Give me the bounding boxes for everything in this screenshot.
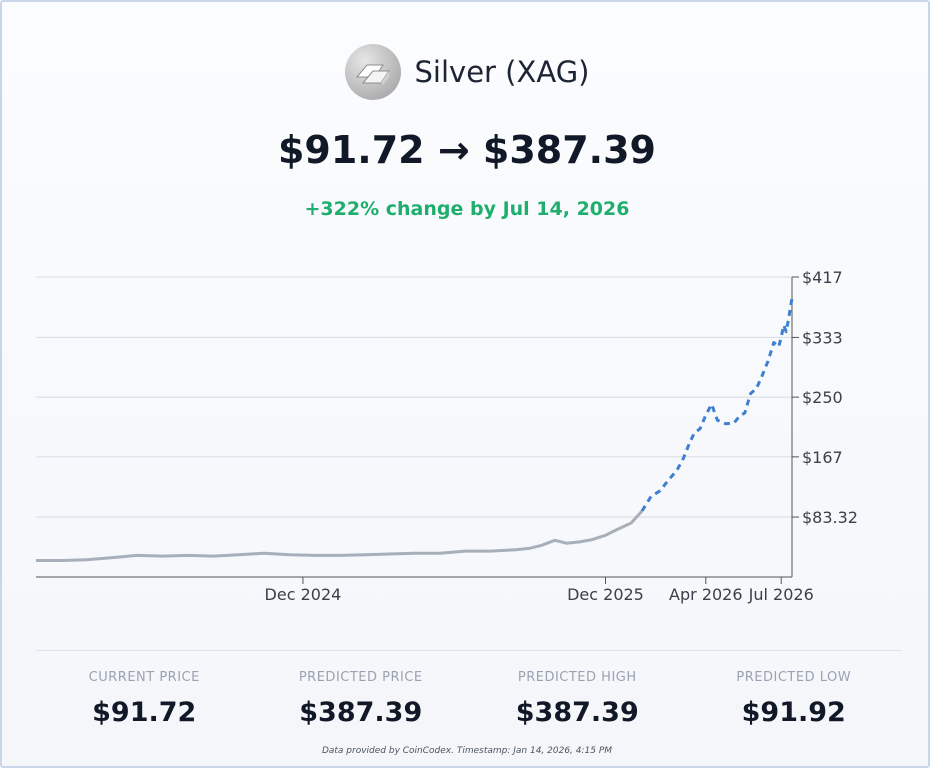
x-tick-label: Dec 2024 [265, 585, 342, 604]
stat-value: $387.39 [299, 697, 423, 728]
stat-label: PREDICTED HIGH [517, 670, 637, 685]
y-tick-label: $333 [802, 328, 843, 347]
price-range: $91.72 → $387.39 [277, 128, 656, 172]
stat-predicted-high: PREDICTED HIGH $387.39 [469, 670, 686, 728]
silver-bars-icon [344, 44, 401, 100]
x-tick-label: Dec 2025 [567, 585, 644, 604]
price-chart: $83.32 $167 $250 $333 $417 Dec 2024 Dec 2025 Ap… [36, 268, 858, 604]
y-tick-label: $417 [802, 268, 843, 287]
stat-value: $91.72 [92, 697, 197, 728]
stat-predicted-price: PREDICTED PRICE $387.39 [253, 670, 470, 728]
x-tick-label: Apr 2026 [669, 585, 742, 604]
y-tick-label: $167 [802, 448, 843, 467]
stat-label: CURRENT PRICE [88, 670, 200, 685]
change-percentage: +322% change by Jul 14, 2026 [304, 198, 630, 220]
y-tick-label: $83.32 [802, 508, 858, 527]
stat-label: PREDICTED PRICE [298, 670, 423, 685]
stat-value: $387.39 [515, 697, 639, 728]
asset-header: Silver (XAG) [2, 42, 930, 102]
stat-current-price: CURRENT PRICE $91.72 [36, 670, 253, 728]
y-tick-label: $250 [802, 388, 843, 407]
historical-price-line [36, 509, 644, 562]
stat-value: $91.92 [741, 697, 846, 728]
stat-label: PREDICTED LOW [736, 670, 852, 685]
stats-row: CURRENT PRICE $91.72 PREDICTED PRICE $38… [36, 670, 902, 728]
divider [36, 650, 902, 651]
data-source-footer: Data provided by CoinCodex. Timestamp: J… [321, 746, 613, 756]
predicted-price-line [640, 298, 794, 512]
stat-predicted-low: PREDICTED LOW $91.92 [686, 670, 903, 728]
asset-name: Silver (XAG) [414, 55, 590, 89]
x-tick-label: Jul 2026 [748, 585, 814, 604]
